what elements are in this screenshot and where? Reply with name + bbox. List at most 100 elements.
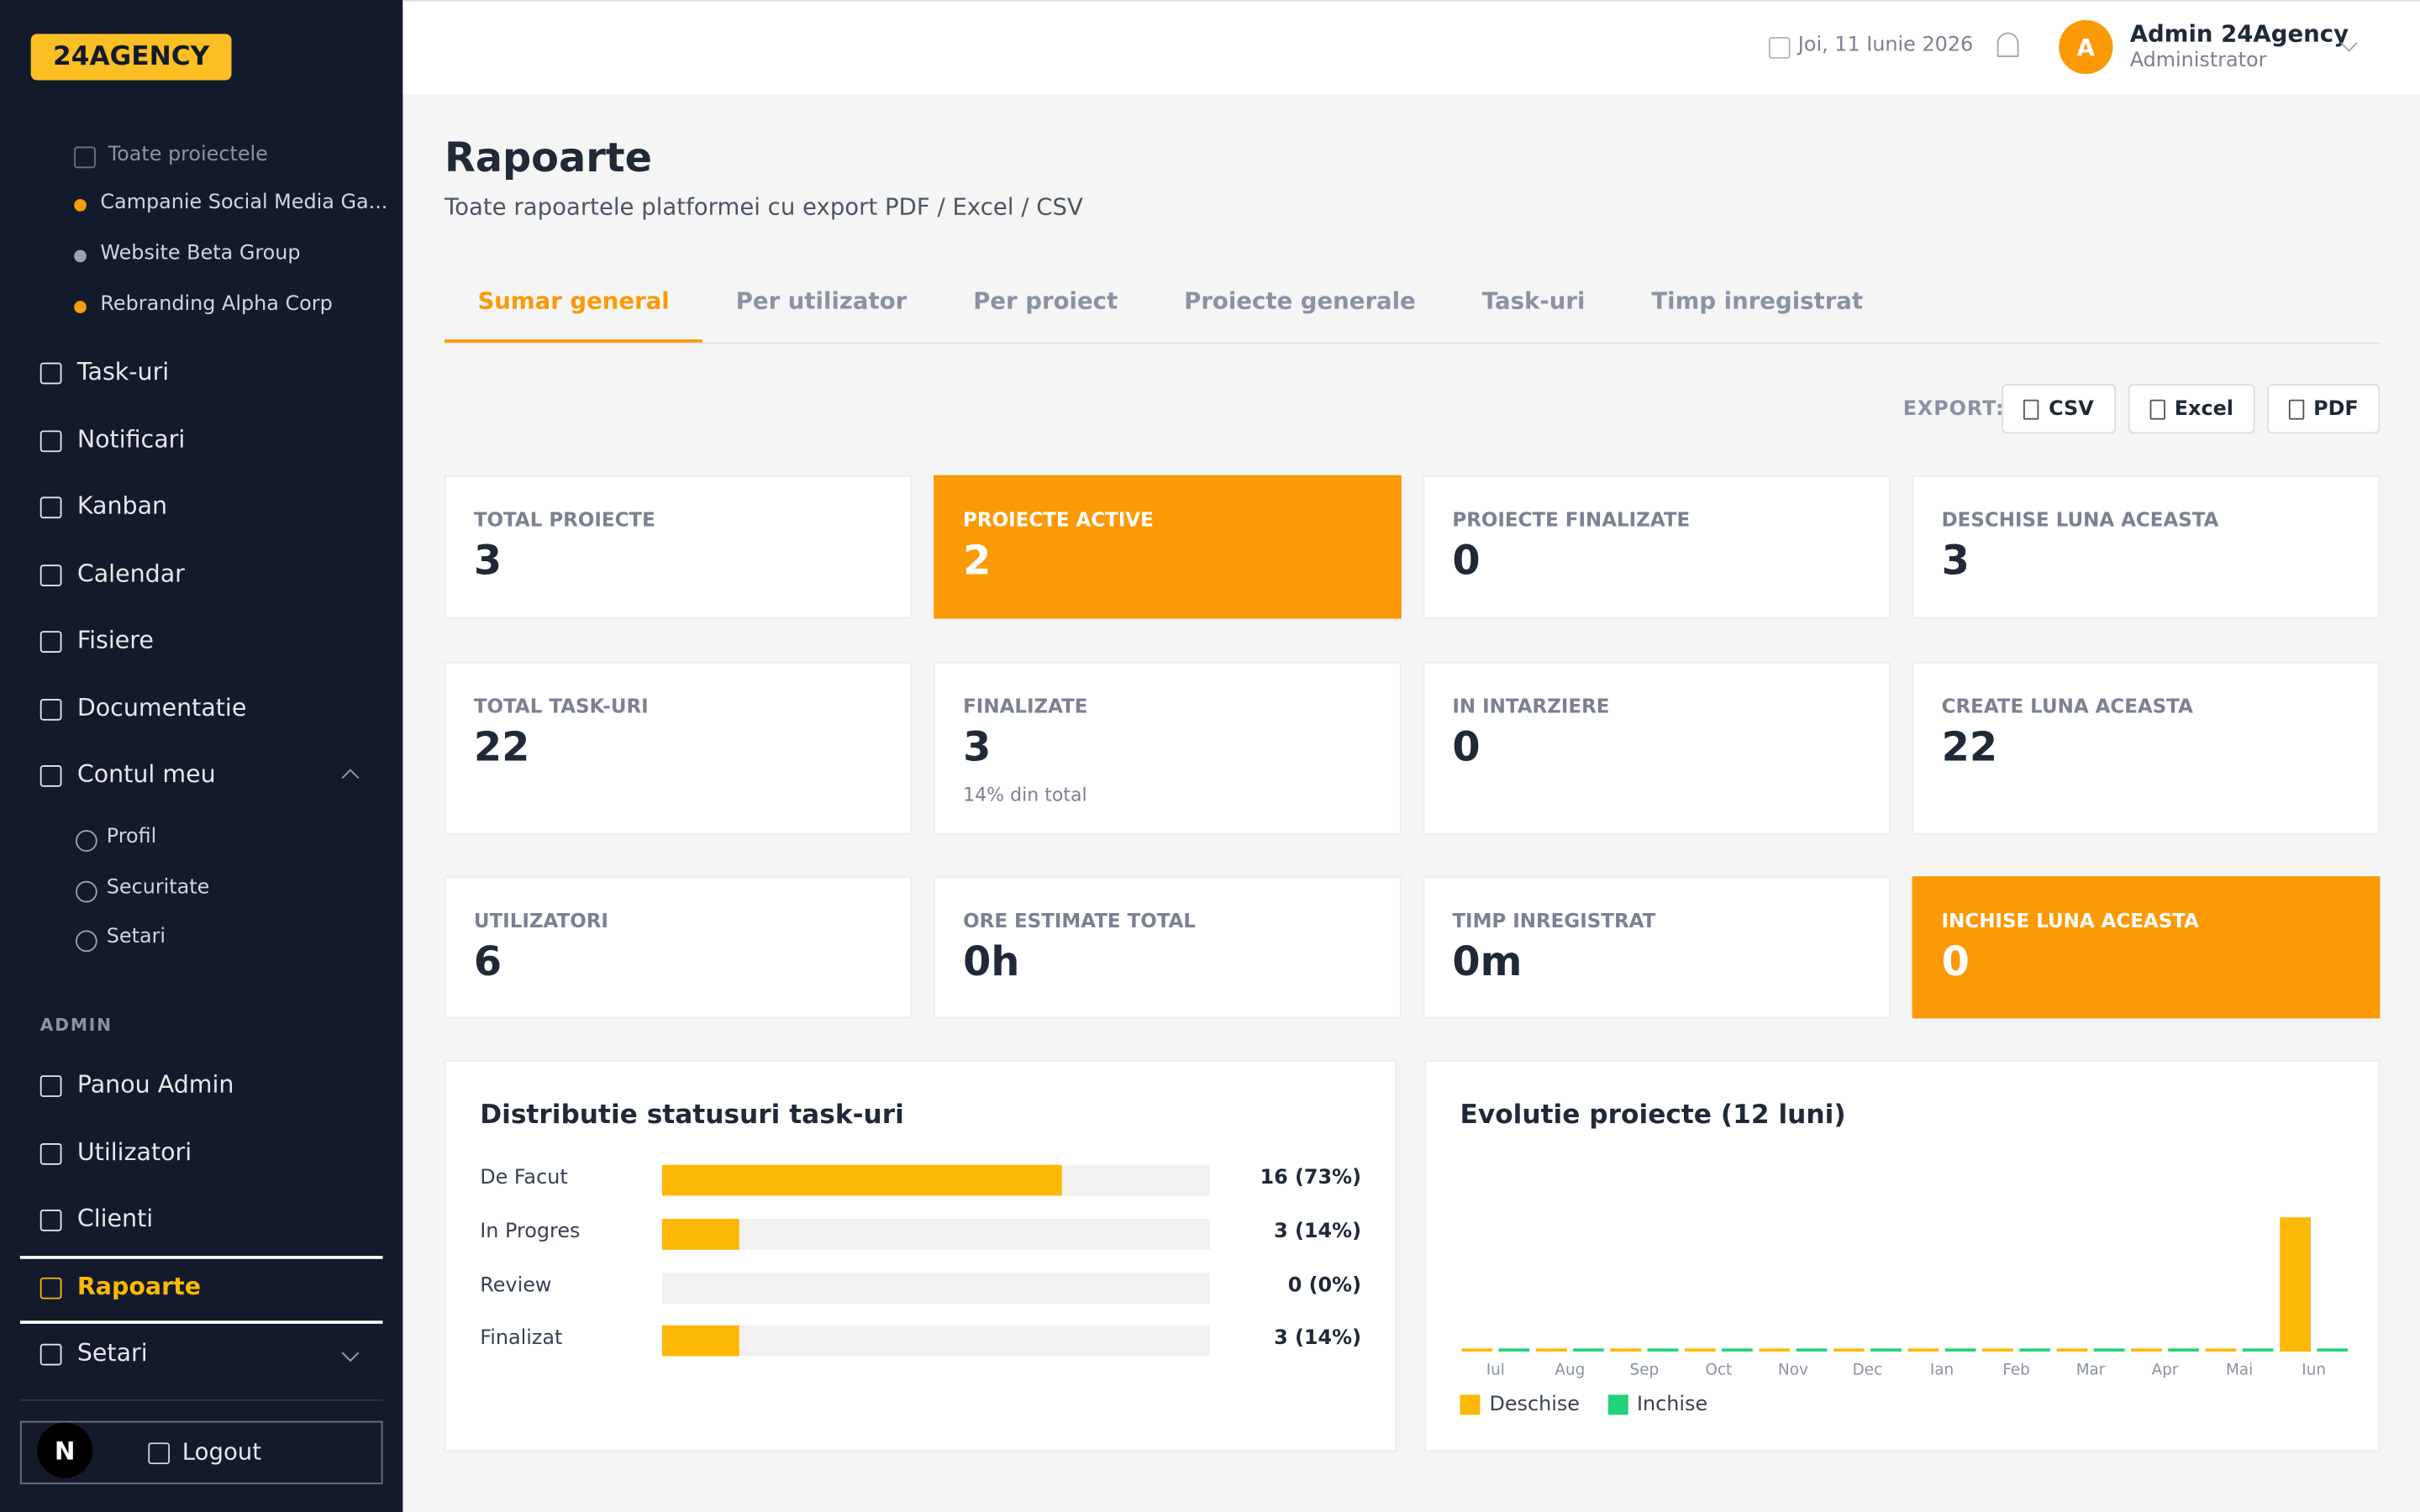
avatar[interactable]: A <box>2059 19 2113 75</box>
bar <box>1907 1348 1939 1352</box>
badge: N <box>37 1422 93 1478</box>
status-label: In Progres <box>480 1220 581 1244</box>
file-icon <box>2149 398 2165 419</box>
bar <box>661 1164 1062 1196</box>
nav-link[interactable]: Calendar <box>76 559 185 588</box>
project-link[interactable]: Campanie Social Media Ga... <box>100 191 388 215</box>
evolution-chart: Iul Aug Sep Oct Nov Dec Ian Feb Mar Apr Mai Iun <box>1461 1217 2349 1379</box>
status-value: 0 (0%) <box>1287 1273 1362 1297</box>
nav-link[interactable]: Rapoarte <box>76 1272 202 1300</box>
icon <box>39 1210 62 1232</box>
nav-link[interactable]: Notificari <box>76 425 186 454</box>
status-value: 3 (14%) <box>1274 1220 1362 1244</box>
icon <box>76 931 97 953</box>
stat-card: TOTAL TASK-URI 22 <box>444 661 913 835</box>
nav-link[interactable]: Setari <box>76 1340 148 1368</box>
user-role: Administrator <box>2129 49 2267 73</box>
stat-value: 22 <box>1941 725 1998 772</box>
sub-link[interactable]: Setari <box>106 926 166 950</box>
bar <box>1759 1348 1791 1352</box>
nav-link[interactable]: Task-uri <box>76 358 170 386</box>
user-name: Admin 24Agency <box>2129 19 2349 48</box>
project-link[interactable]: Toate proiectele <box>108 143 268 167</box>
nav-link[interactable]: Clienti <box>76 1205 154 1233</box>
tab[interactable]: Sumar general <box>444 275 703 343</box>
nav-link[interactable]: Documentatie <box>76 694 247 722</box>
stat-value: 2 <box>963 538 992 585</box>
nav-link[interactable]: Contul meu <box>76 760 216 789</box>
tab[interactable]: Proiecte generale <box>1184 286 1416 315</box>
nav-link[interactable]: Fisiere <box>76 627 154 655</box>
logout-button[interactable]: N Logout <box>19 1420 383 1484</box>
chevron <box>341 1345 360 1362</box>
legend-swatch <box>1460 1394 1481 1415</box>
tabs: Sumar general Per utilizator Per proiect Pr… <box>444 275 1897 343</box>
nav-link[interactable]: Kanban <box>76 492 168 521</box>
legend-item: Inchise <box>1607 1393 1708 1417</box>
evolution-card: Iul Aug Sep Oct Nov Dec Ian Feb Mar Apr Mai Iun Evo… <box>1424 1059 2381 1452</box>
nav-link[interactable]: Utilizatori <box>76 1137 192 1166</box>
stat-value: 3 <box>1941 538 1970 585</box>
chevron <box>341 769 360 787</box>
bar <box>1684 1348 1716 1352</box>
legend: Deschise Inchise <box>1460 1393 1708 1417</box>
stat-label: UTILIZATORI <box>473 908 608 932</box>
icon <box>39 631 62 654</box>
legend-label: Deschise <box>1489 1393 1581 1417</box>
file-icon <box>2288 398 2305 419</box>
stat-card: FINALIZATE 3 14% din total <box>934 661 1402 835</box>
sub-link[interactable]: Profil <box>106 825 157 849</box>
export-button[interactable]: Excel <box>2128 384 2255 434</box>
logo[interactable]: 24AGENCY <box>30 34 232 81</box>
stat-value: 22 <box>473 725 530 772</box>
bar <box>1796 1348 1828 1352</box>
bar <box>2317 1348 2349 1352</box>
x-tick-label: Iun <box>2302 1362 2326 1379</box>
project-link[interactable]: Website Beta Group <box>100 242 301 265</box>
icon <box>39 1277 62 1299</box>
card-title: Distributie statusuri task-uri <box>480 1100 904 1131</box>
tab[interactable]: Per utilizator <box>735 286 908 315</box>
tab[interactable]: Per proiect <box>973 286 1118 315</box>
stat-card: INCHISE LUNA ACEASTA 0 <box>1912 876 2381 1019</box>
icon <box>148 1442 171 1465</box>
project-dot <box>74 249 87 263</box>
stat-card: TIMP INREGISTRAT 0m <box>1423 876 1891 1019</box>
stat-label: TOTAL TASK-URI <box>473 694 649 718</box>
stat-card: PROIECTE ACTIVE 2 <box>934 475 1402 619</box>
icon <box>39 1344 62 1367</box>
x-tick-label: Sep <box>1630 1362 1660 1379</box>
x-tick-label: Mai <box>2226 1362 2253 1379</box>
page-subtitle: Toate rapoartele platformei cu export PD… <box>444 192 1083 221</box>
tab[interactable]: Timp inregistrat <box>1651 286 1864 315</box>
status-label: Finalizat <box>480 1327 563 1351</box>
export-button[interactable]: CSV <box>2002 384 2117 434</box>
x-tick-label: Feb <box>2002 1362 2030 1379</box>
project-link[interactable]: Rebranding Alpha Corp <box>100 292 333 317</box>
stat-card: IN INTARZIERE 0 <box>1423 661 1891 835</box>
card-title: Evolutie proiecte (12 luni) <box>1460 1100 1846 1131</box>
bar <box>1944 1348 1976 1352</box>
export-button-label: Excel <box>2174 396 2233 421</box>
stat-card: TOTAL PROIECTE 3 <box>444 475 913 619</box>
stat-card: DESCHISE LUNA ACEASTA 3 <box>1912 475 2381 619</box>
status-label: De Facut <box>480 1166 568 1190</box>
tab[interactable]: Task-uri <box>1481 286 1586 315</box>
bar <box>2056 1348 2088 1352</box>
icon <box>39 1075 62 1097</box>
export-button[interactable]: PDF <box>2267 384 2381 434</box>
legend-label: Inchise <box>1636 1393 1708 1417</box>
stat-label: PROIECTE ACTIVE <box>963 507 1154 531</box>
status-label: Review <box>480 1273 552 1297</box>
bar <box>1610 1348 1642 1352</box>
stat-note: 14% din total <box>963 784 1087 806</box>
stat-label: IN INTARZIERE <box>1452 694 1610 718</box>
nav-link[interactable]: Panou Admin <box>76 1070 234 1099</box>
bar <box>661 1326 739 1357</box>
bell-icon[interactable] <box>1996 32 2019 57</box>
bar-track <box>661 1326 1211 1357</box>
icon <box>76 880 97 902</box>
active-border <box>19 1255 383 1324</box>
sub-link[interactable]: Securitate <box>106 875 210 900</box>
